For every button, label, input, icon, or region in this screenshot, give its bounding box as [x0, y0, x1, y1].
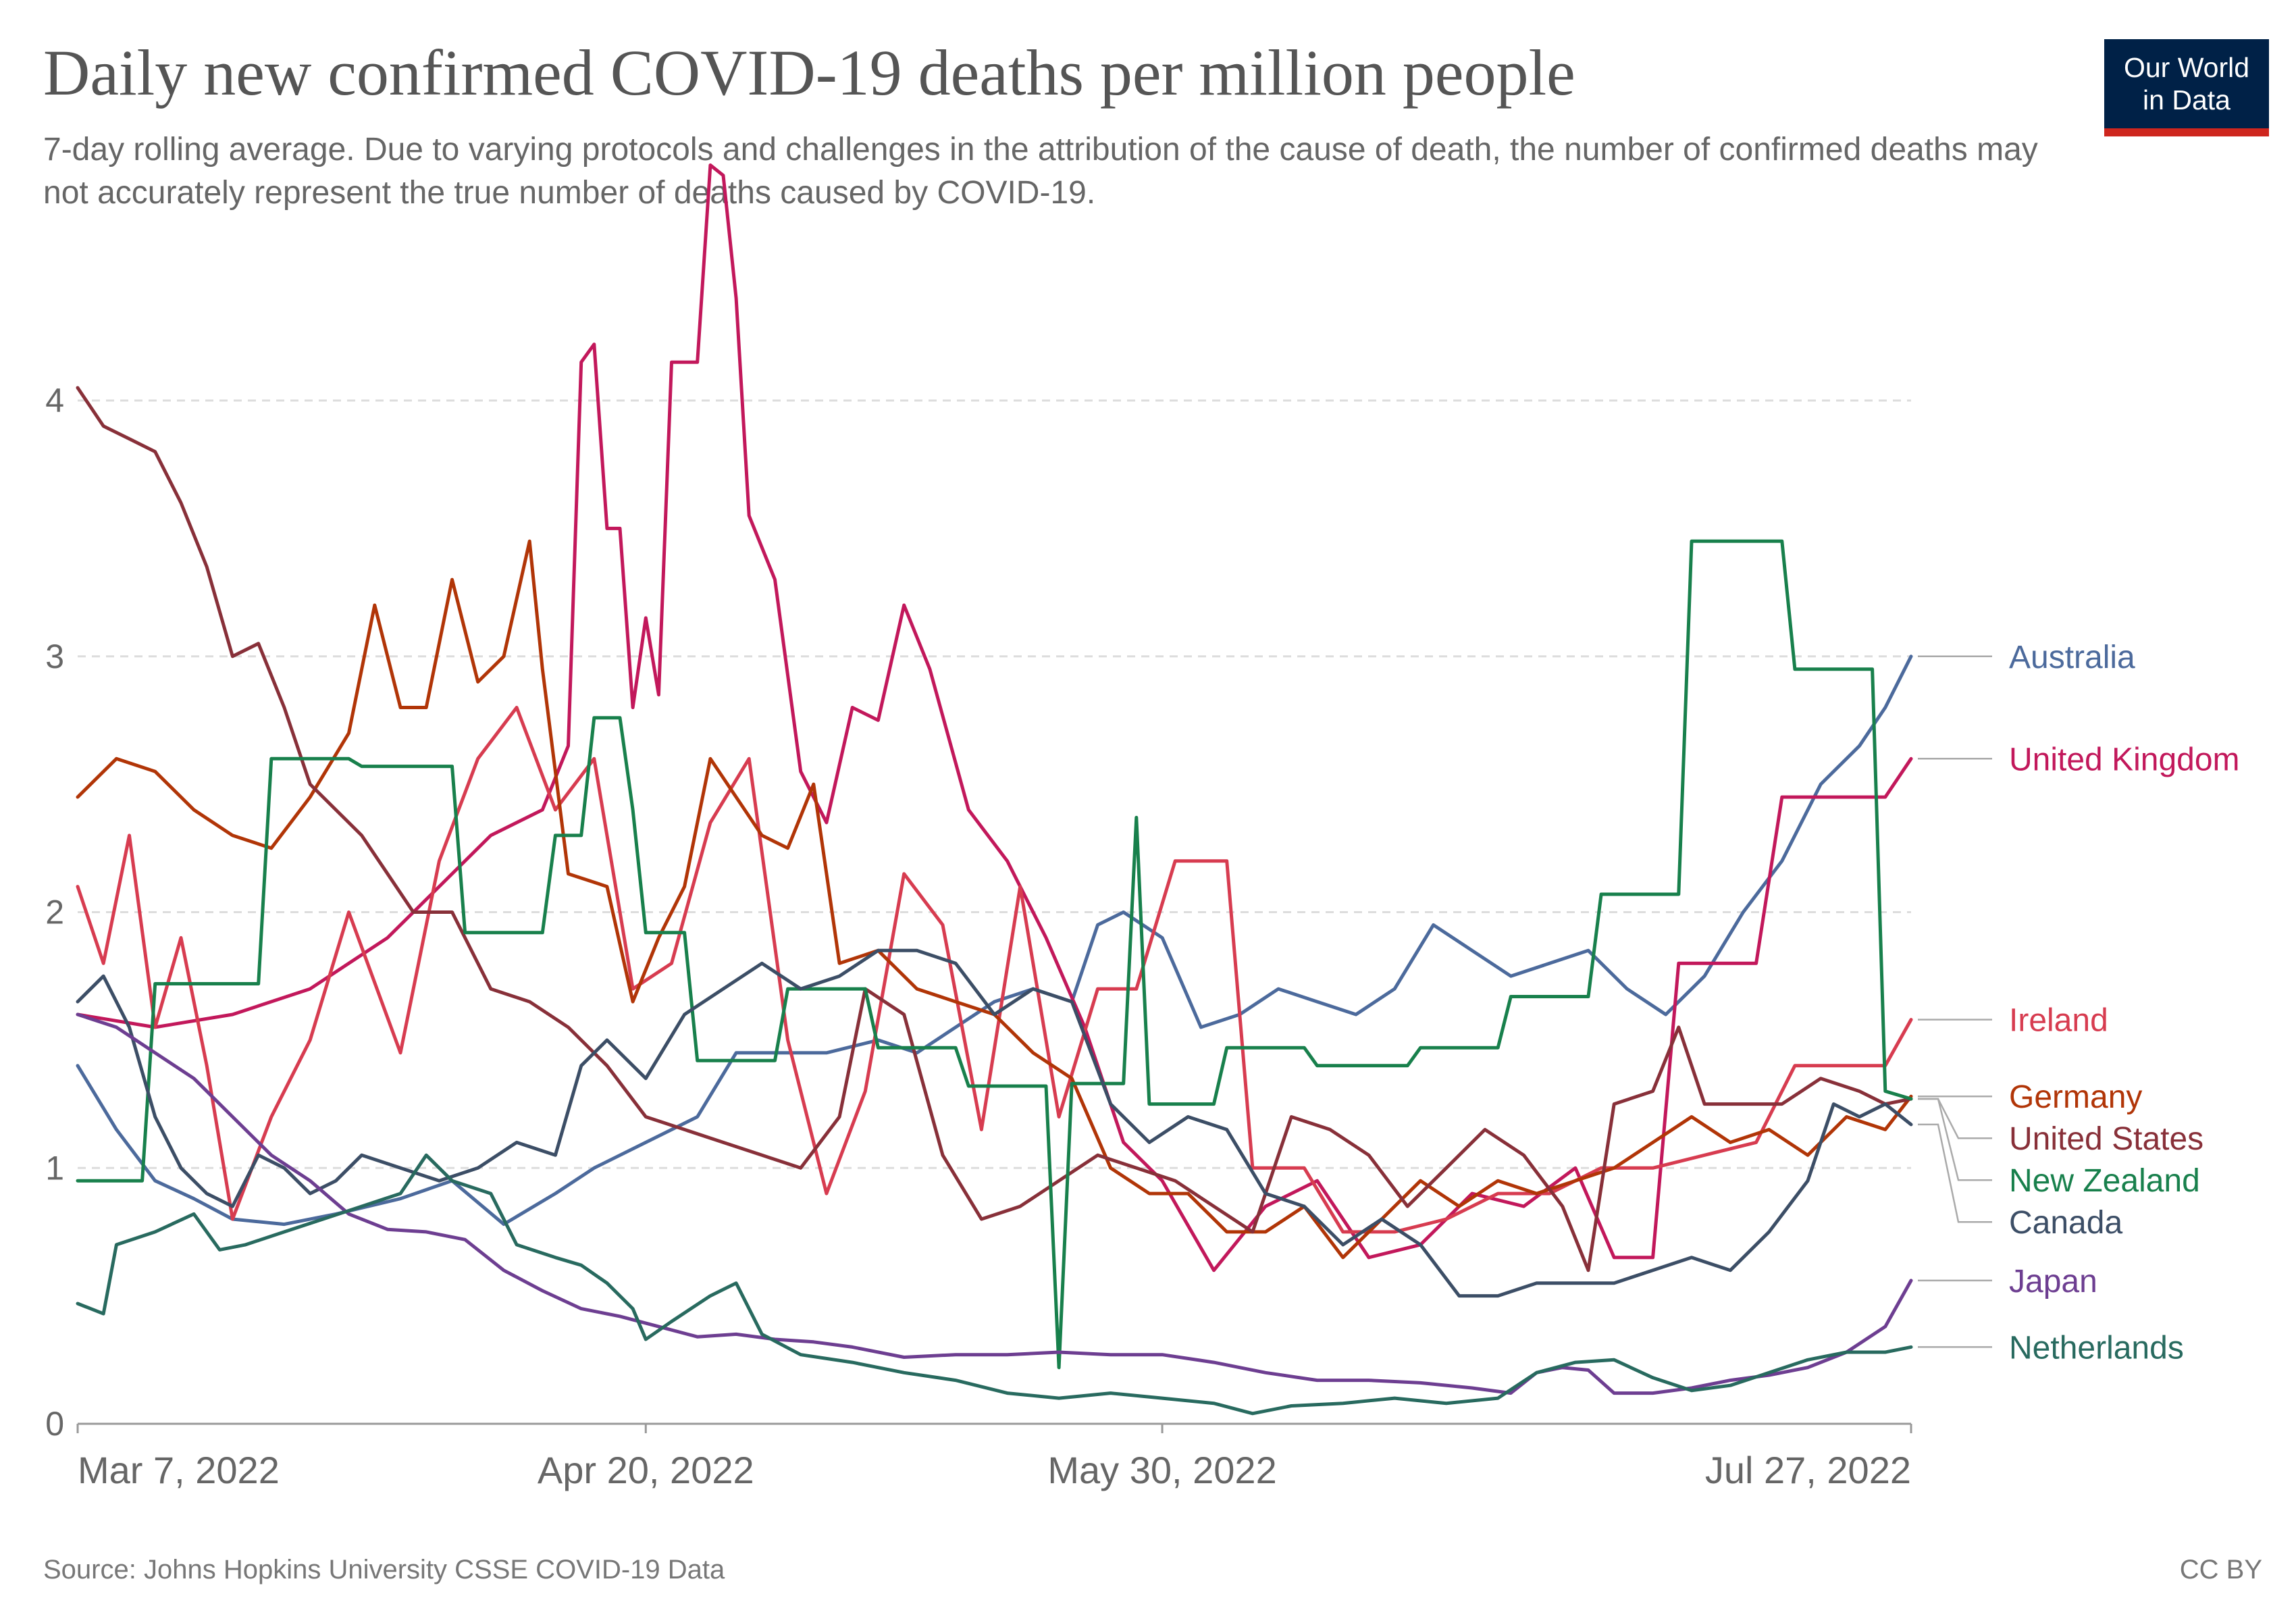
series-lines: [76, 163, 1913, 1416]
x-tick-label: May 30, 2022: [1047, 1449, 1276, 1491]
series-label-united-states: United States: [2009, 1121, 2203, 1157]
chart-subtitle: 7-day rolling average. Due to varying pr…: [43, 132, 2038, 211]
series-label-ireland: Ireland: [2009, 1003, 2108, 1039]
series-line-canada: [76, 948, 1913, 1298]
series-line-japan: [76, 1012, 1913, 1395]
x-tick-label: Apr 20, 2022: [538, 1449, 754, 1491]
source-note[interactable]: Source: Johns Hopkins University CSSE CO…: [43, 1555, 725, 1585]
series-line-united-kingdom: [76, 163, 1913, 1272]
line-chart: 0 1 2 3 4 Mar 7, 2022 Apr 20, 2022 May 30, 2022…: [45, 163, 2240, 1491]
series-label-germany: Germany: [2009, 1079, 2142, 1115]
series-labels: Australia United Kingdom Ireland Germany Uni…: [1918, 640, 2240, 1366]
x-tick-label: Jul 27, 2022: [1705, 1449, 1911, 1491]
series-line-new-zealand: [76, 539, 1913, 1370]
chart-title: Daily new confirmed COVID-19 deaths per …: [43, 36, 1575, 109]
logo-line-1: Our World: [2123, 52, 2250, 83]
owid-logo[interactable]: Our World in Data: [2104, 39, 2269, 136]
leader-line-new-zealand: [1918, 1098, 1992, 1181]
y-tick-label: 2: [45, 894, 64, 931]
series-label-netherlands: Netherlands: [2009, 1330, 2184, 1366]
series-label-japan: Japan: [2009, 1264, 2097, 1300]
y-tick-label: 4: [45, 382, 64, 419]
axes: 0 1 2 3 4 Mar 7, 2022 Apr 20, 2022 May 30, 2022…: [45, 382, 1912, 1491]
series-label-australia: Australia: [2009, 640, 2135, 675]
series-line-netherlands: [76, 1153, 1913, 1416]
license-note[interactable]: CC BY: [2179, 1555, 2262, 1585]
x-tick-label: Mar 7, 2022: [78, 1449, 280, 1491]
y-tick-label: 0: [45, 1405, 64, 1443]
series-label-new-zealand: New Zealand: [2009, 1163, 2200, 1199]
series-label-canada: Canada: [2009, 1205, 2122, 1241]
series-line-germany: [76, 539, 1913, 1260]
logo-accent-bar: [2104, 128, 2269, 136]
y-tick-label: 3: [45, 638, 64, 675]
leader-line-united-states: [1918, 1098, 1992, 1139]
logo-line-2: in Data: [2143, 84, 2230, 115]
gridlines: [78, 399, 1911, 1169]
leader-line-canada: [1918, 1123, 1992, 1223]
series-line-united-states: [76, 386, 1913, 1272]
y-tick-label: 1: [45, 1149, 64, 1187]
series-label-united-kingdom: United Kingdom: [2009, 742, 2240, 777]
series-line-australia: [76, 654, 1913, 1227]
